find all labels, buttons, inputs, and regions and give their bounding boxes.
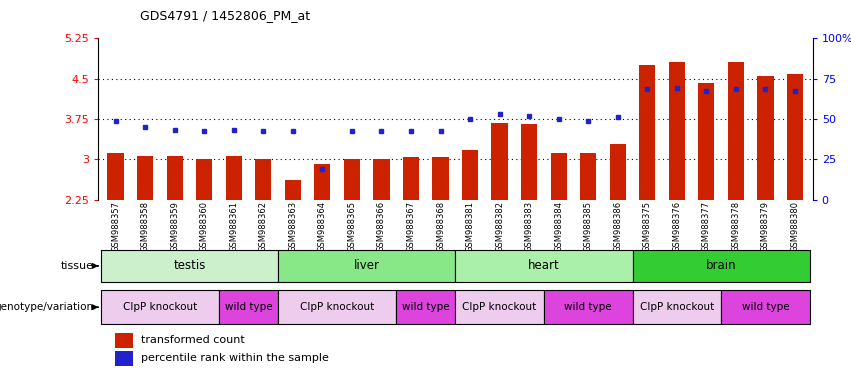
Text: ClpP knockout: ClpP knockout <box>123 302 197 312</box>
Text: genotype/variation: genotype/variation <box>0 302 94 312</box>
Bar <box>167 156 183 200</box>
Text: percentile rank within the sample: percentile rank within the sample <box>141 353 328 363</box>
Bar <box>255 159 271 200</box>
Bar <box>137 156 153 200</box>
Bar <box>403 157 419 200</box>
Bar <box>278 250 455 282</box>
Text: ClpP knockout: ClpP knockout <box>462 302 537 312</box>
Text: wild type: wild type <box>225 302 272 312</box>
Bar <box>115 333 134 348</box>
Bar <box>455 250 632 282</box>
Bar <box>580 153 597 200</box>
Bar <box>521 124 537 200</box>
Bar <box>107 153 123 200</box>
Text: testis: testis <box>174 260 206 272</box>
Bar <box>462 150 478 200</box>
Bar <box>609 144 625 200</box>
Text: ClpP knockout: ClpP knockout <box>300 302 374 312</box>
Bar <box>721 290 810 324</box>
Bar <box>432 157 448 200</box>
Bar <box>344 159 360 200</box>
Text: wild type: wild type <box>741 302 789 312</box>
Text: heart: heart <box>528 260 560 272</box>
Bar <box>314 164 330 200</box>
Bar <box>374 159 390 200</box>
Bar <box>278 290 397 324</box>
Bar <box>455 290 544 324</box>
Bar <box>551 153 567 200</box>
Bar <box>100 250 278 282</box>
Bar <box>728 61 744 200</box>
Bar <box>757 76 774 200</box>
Bar <box>196 159 213 200</box>
Bar <box>492 123 508 200</box>
Text: tissue: tissue <box>60 261 94 271</box>
Bar <box>226 156 242 200</box>
Bar <box>285 180 301 200</box>
Bar <box>632 290 721 324</box>
Bar <box>632 250 810 282</box>
Bar <box>787 74 803 200</box>
Text: wild type: wild type <box>564 302 612 312</box>
Text: liver: liver <box>354 260 380 272</box>
Bar <box>544 290 632 324</box>
Bar <box>219 290 278 324</box>
Bar <box>639 65 655 200</box>
Bar <box>397 290 455 324</box>
Text: GDS4791 / 1452806_PM_at: GDS4791 / 1452806_PM_at <box>140 9 311 22</box>
Text: ClpP knockout: ClpP knockout <box>640 302 714 312</box>
Text: brain: brain <box>705 260 736 272</box>
Bar <box>100 290 219 324</box>
Bar <box>698 83 715 200</box>
Bar <box>115 351 134 366</box>
Text: wild type: wild type <box>402 302 449 312</box>
Text: transformed count: transformed count <box>141 335 245 345</box>
Bar <box>669 61 685 200</box>
